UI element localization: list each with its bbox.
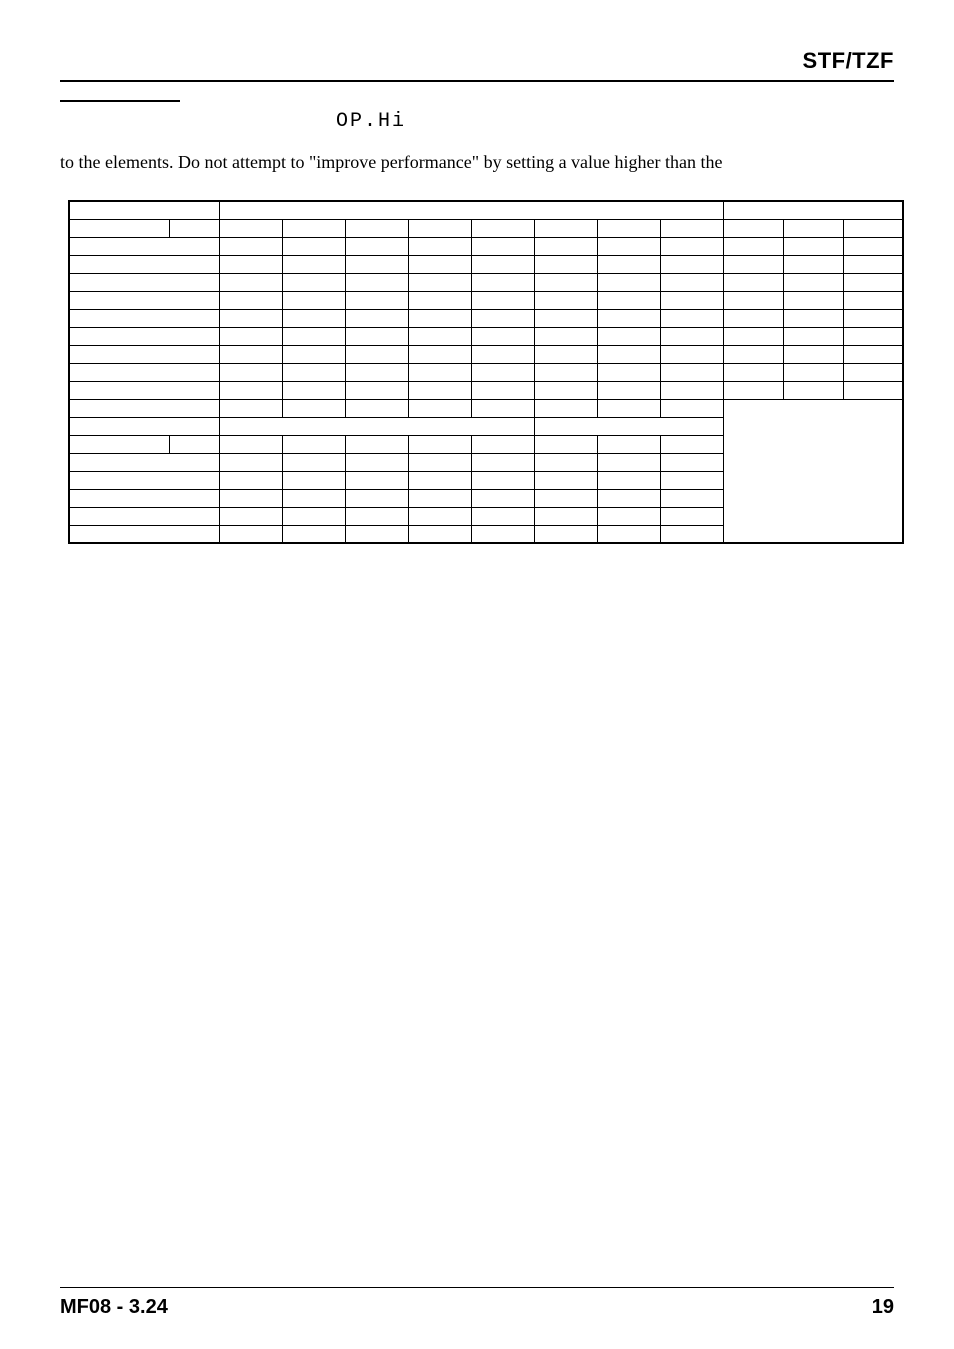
table-row xyxy=(69,291,903,309)
header-model: STF/TZF xyxy=(803,48,894,74)
table-row xyxy=(69,255,903,273)
table-row xyxy=(69,381,903,399)
page: STF/TZF OP.Hi to the elements. Do not at… xyxy=(0,0,954,1349)
parameter-code: OP.Hi xyxy=(336,110,406,133)
table-row xyxy=(69,201,903,219)
body-paragraph: to the elements. Do not attempt to "impr… xyxy=(60,150,894,175)
table-row xyxy=(69,399,903,417)
table-row xyxy=(69,327,903,345)
footer-row: MF08 - 3.24 19 xyxy=(60,1296,894,1319)
header-rule xyxy=(60,80,894,82)
table-row xyxy=(69,345,903,363)
table-row xyxy=(69,309,903,327)
page-header: STF/TZF xyxy=(60,30,894,90)
spec-table-wrap xyxy=(68,200,904,544)
table-row xyxy=(69,219,903,237)
table-row xyxy=(69,363,903,381)
footer-page-number: 19 xyxy=(872,1296,894,1319)
table-row xyxy=(69,237,903,255)
footer-doc-code: MF08 - 3.24 xyxy=(60,1296,168,1319)
spec-table xyxy=(68,200,904,544)
footer-rule xyxy=(60,1287,894,1288)
section-heading-underline xyxy=(60,100,180,102)
page-footer: MF08 - 3.24 19 xyxy=(60,1287,894,1319)
table-row xyxy=(69,273,903,291)
table-body xyxy=(69,201,903,543)
